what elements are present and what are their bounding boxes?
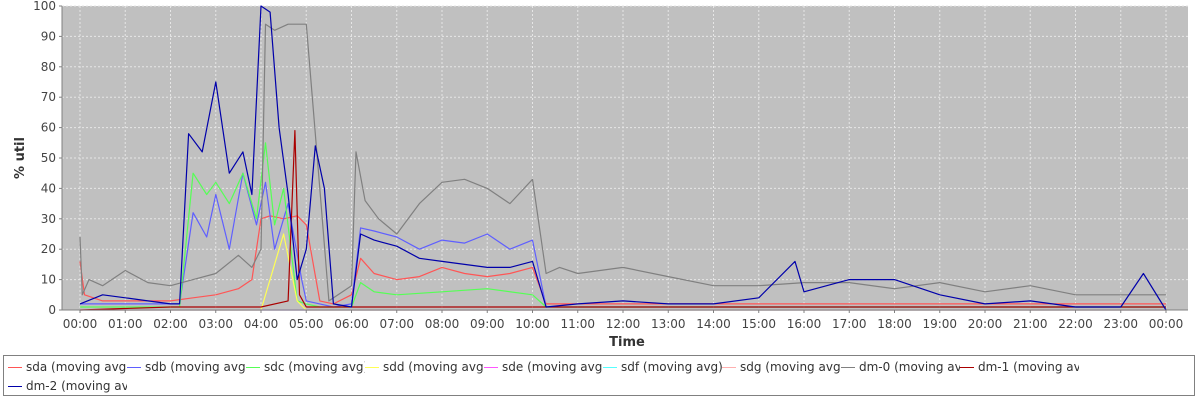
y-tick-label: 80 xyxy=(41,60,56,74)
legend-item-sdb: sdb (moving avg) xyxy=(127,358,246,376)
legend-item-dm-1: dm-1 (moving avg) xyxy=(960,358,1079,376)
x-tick-label: 23:00 xyxy=(1103,317,1138,331)
series-line-sda xyxy=(79,215,1166,305)
legend-item-sda: sda (moving avg) xyxy=(8,358,127,376)
legend-label: sdf (moving avg) xyxy=(621,360,722,374)
legend-swatch xyxy=(246,367,260,368)
x-tick-label: 06:00 xyxy=(334,317,369,331)
legend-item-sdf: sdf (moving avg) xyxy=(603,358,722,376)
x-tick-label: 17:00 xyxy=(832,317,867,331)
legend-swatch xyxy=(8,386,22,387)
legend-swatch xyxy=(484,367,498,368)
y-tick-label: 90 xyxy=(41,29,56,43)
y-tick-label: 50 xyxy=(41,151,56,165)
legend-swatch xyxy=(960,367,974,368)
y-tick-label: 20 xyxy=(41,242,56,256)
y-tick-label: 40 xyxy=(41,181,56,195)
legend-label: sdg (moving avg) xyxy=(740,360,841,374)
legend-label: dm-2 (moving avg) xyxy=(26,379,127,393)
y-tick-label: 0 xyxy=(48,303,56,317)
x-tick-label: 03:00 xyxy=(198,317,233,331)
y-axis-title: % util xyxy=(13,137,28,179)
y-tick-label: 100 xyxy=(33,0,56,13)
legend-item-dm-0: dm-0 (moving avg) xyxy=(841,358,960,376)
x-tick-label: 01:00 xyxy=(108,317,143,331)
y-tick-label: 10 xyxy=(41,273,56,287)
series-line-dm-1 xyxy=(79,130,1166,311)
x-tick-label: 09:00 xyxy=(470,317,505,331)
y-ticks: 0 10 20 30 40 50 60 70 80 90 100 xyxy=(33,0,62,317)
x-tick-label: 10:00 xyxy=(515,317,550,331)
x-axis-title: Time xyxy=(609,335,645,350)
legend-label: sde (moving avg) xyxy=(502,360,603,374)
legend-swatch xyxy=(603,367,617,368)
x-tick-label: 12:00 xyxy=(606,317,641,331)
x-tick-label: 13:00 xyxy=(651,317,686,331)
legend-swatch xyxy=(127,367,141,368)
x-tick-label: 04:00 xyxy=(244,317,279,331)
legend-item-sdd: sdd (moving avg) xyxy=(365,358,484,376)
x-tick-label: 16:00 xyxy=(787,317,822,331)
x-tick-label: 00:00 xyxy=(1149,317,1184,331)
series-line-dm-0 xyxy=(79,23,1166,302)
legend-item-dm-2: dm-2 (moving avg) xyxy=(8,377,127,395)
y-tick-label: 60 xyxy=(41,121,56,135)
y-tick-label: 30 xyxy=(41,212,56,226)
x-tick-label: 05:00 xyxy=(289,317,324,331)
legend-item-sdg: sdg (moving avg) xyxy=(722,358,841,376)
x-tick-label: 20:00 xyxy=(968,317,1003,331)
x-tick-label: 14:00 xyxy=(696,317,731,331)
grid xyxy=(62,5,1188,311)
legend-swatch xyxy=(365,367,379,368)
x-ticks: 00:00 01:00 02:00 03:00 04:00 05:00 06:00 07:00… xyxy=(63,310,1184,331)
x-tick-label: 15:00 xyxy=(741,317,776,331)
series-line-dm-2 xyxy=(79,5,1167,311)
x-tick-label: 08:00 xyxy=(425,317,460,331)
legend-swatch xyxy=(722,367,736,368)
legend-label: sdc (moving avg) xyxy=(264,360,365,374)
chart: 00:00 01:00 02:00 03:00 04:00 05:00 06:00 07:00… xyxy=(13,0,1188,350)
legend-swatch xyxy=(8,367,22,368)
legend-item-sdc: sdc (moving avg) xyxy=(246,358,365,376)
x-tick-label: 18:00 xyxy=(877,317,912,331)
x-tick-label: 11:00 xyxy=(560,317,595,331)
x-tick-label: 02:00 xyxy=(153,317,188,331)
legend-label: dm-1 (moving avg) xyxy=(978,360,1079,374)
y-tick-label: 70 xyxy=(41,90,56,104)
legend-label: sdd (moving avg) xyxy=(383,360,484,374)
x-tick-label: 22:00 xyxy=(1058,317,1093,331)
x-tick-label: 00:00 xyxy=(63,317,98,331)
legend-label: sda (moving avg) xyxy=(26,360,127,374)
legend-item-sde: sde (moving avg) xyxy=(484,358,603,376)
legend-swatch xyxy=(841,367,855,368)
x-tick-label: 21:00 xyxy=(1013,317,1048,331)
x-tick-label: 07:00 xyxy=(379,317,414,331)
plot-area xyxy=(62,6,1188,310)
legend: sda (moving avg) sdb (moving avg) sdc (mov… xyxy=(3,355,1195,396)
x-tick-label: 19:00 xyxy=(922,317,957,331)
legend-label: sdb (moving avg) xyxy=(145,360,246,374)
legend-label: dm-0 (moving avg) xyxy=(859,360,960,374)
